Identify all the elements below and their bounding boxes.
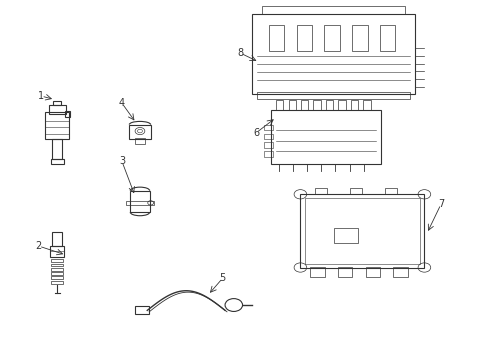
- Bar: [52, 232, 62, 246]
- Bar: [48, 105, 66, 114]
- Bar: [276, 100, 283, 111]
- Bar: [53, 102, 61, 105]
- Bar: [271, 111, 380, 164]
- Bar: [379, 24, 394, 51]
- Bar: [51, 264, 63, 266]
- Bar: [349, 188, 362, 194]
- Text: 5: 5: [219, 273, 225, 283]
- Bar: [51, 276, 63, 279]
- Bar: [337, 267, 352, 277]
- Bar: [264, 125, 272, 130]
- Text: 4: 4: [119, 98, 125, 108]
- Bar: [51, 268, 63, 271]
- Bar: [64, 111, 70, 117]
- Bar: [392, 267, 407, 277]
- Bar: [50, 246, 64, 257]
- Bar: [251, 14, 414, 94]
- Bar: [338, 100, 345, 111]
- Bar: [264, 152, 272, 157]
- Bar: [300, 194, 424, 267]
- Bar: [384, 188, 396, 194]
- Bar: [135, 306, 148, 314]
- Bar: [288, 100, 295, 111]
- Bar: [313, 100, 320, 111]
- Bar: [51, 259, 63, 262]
- Bar: [135, 138, 144, 144]
- Bar: [351, 24, 367, 51]
- Bar: [126, 201, 153, 205]
- Bar: [305, 198, 419, 264]
- Bar: [52, 139, 62, 158]
- Bar: [45, 112, 69, 139]
- Bar: [365, 267, 379, 277]
- Bar: [296, 24, 311, 51]
- Bar: [256, 92, 409, 99]
- Bar: [264, 143, 272, 148]
- Bar: [51, 272, 63, 275]
- Bar: [261, 6, 404, 14]
- Bar: [264, 134, 272, 139]
- Bar: [129, 125, 150, 139]
- Bar: [325, 100, 332, 111]
- Bar: [301, 100, 308, 111]
- Text: 3: 3: [119, 157, 125, 166]
- Text: 8: 8: [237, 48, 243, 58]
- Text: 7: 7: [437, 199, 443, 209]
- Bar: [309, 267, 324, 277]
- Bar: [334, 228, 357, 243]
- Text: 6: 6: [253, 128, 259, 138]
- Bar: [51, 281, 63, 284]
- Bar: [350, 100, 357, 111]
- Bar: [324, 24, 339, 51]
- Bar: [363, 100, 370, 111]
- Text: 2: 2: [36, 241, 42, 251]
- Bar: [130, 191, 149, 212]
- Bar: [51, 158, 63, 164]
- Bar: [268, 24, 284, 51]
- Text: 1: 1: [38, 91, 44, 101]
- Bar: [314, 188, 326, 194]
